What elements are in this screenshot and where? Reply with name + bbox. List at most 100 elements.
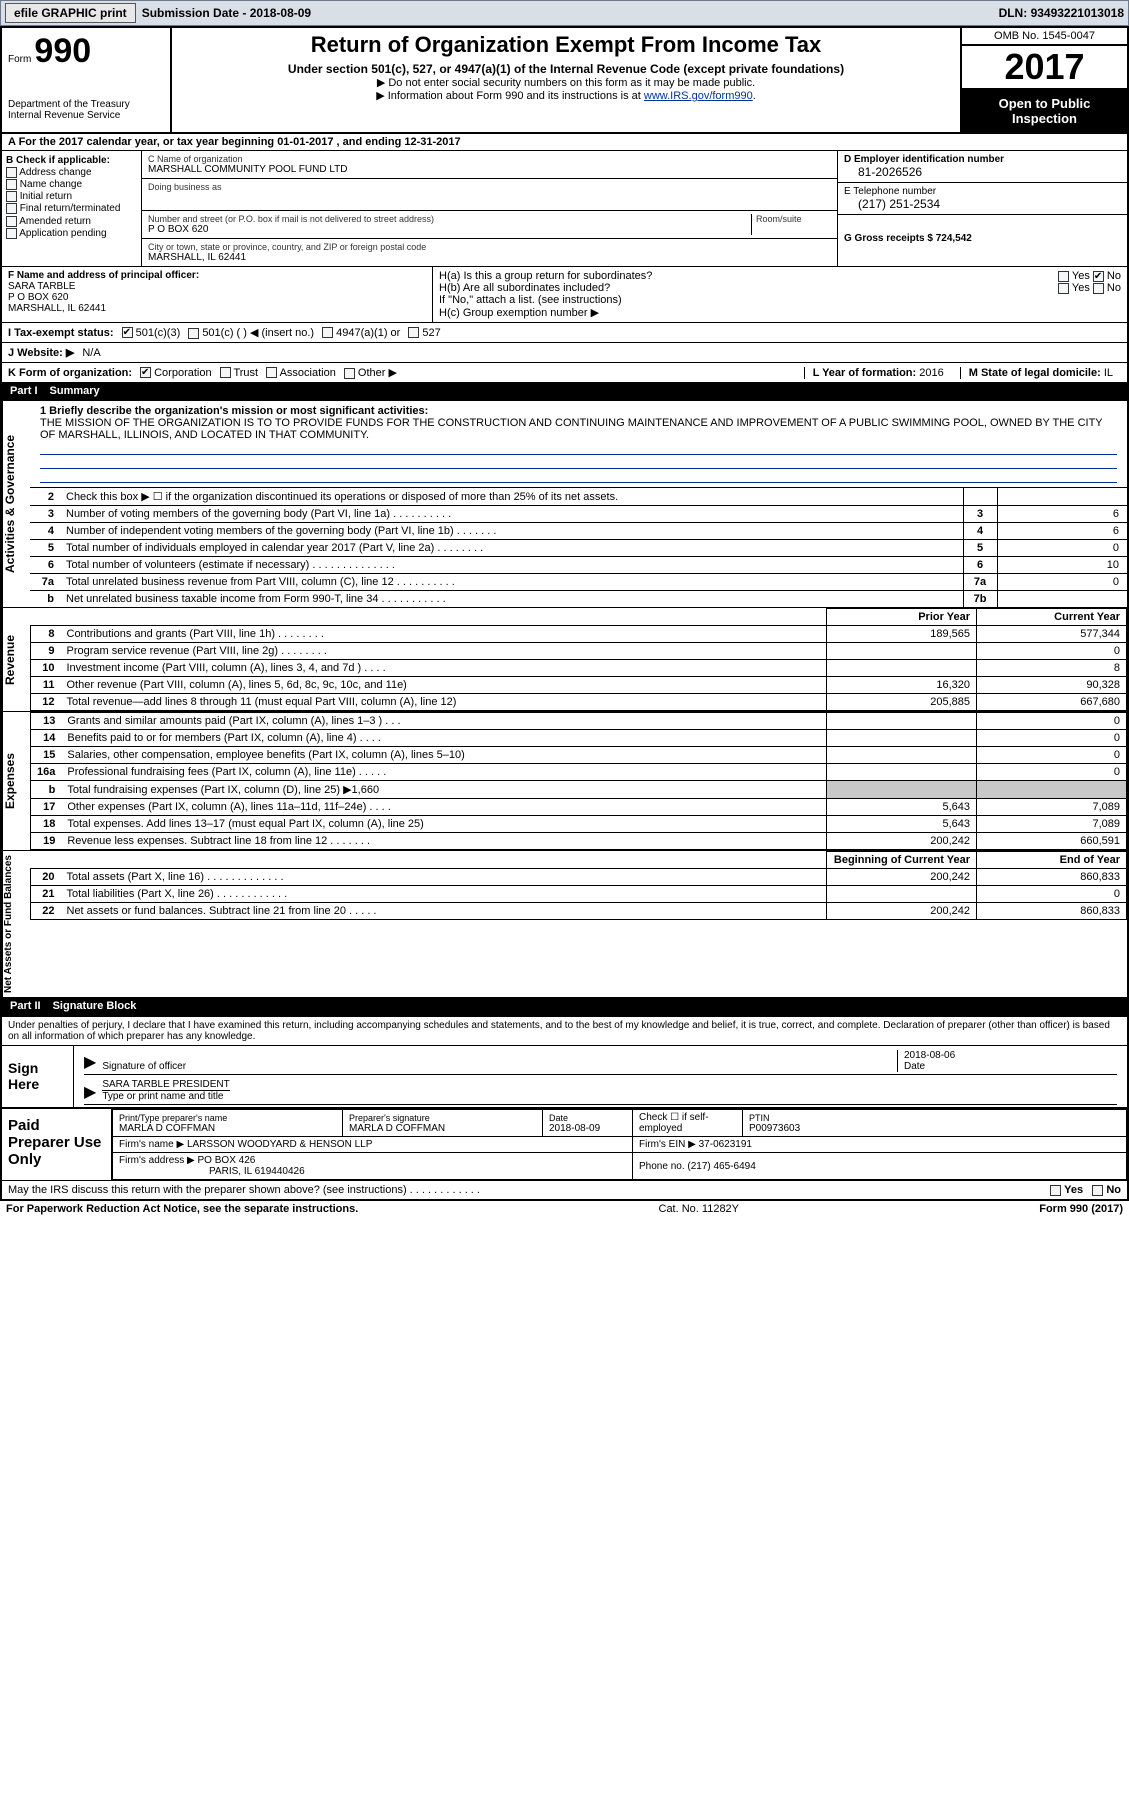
netassets-table: Beginning of Current YearEnd of Year20To… <box>30 851 1127 920</box>
side-tab-expenses: Expenses <box>2 712 30 850</box>
mission-block: 1 Briefly describe the organization's mi… <box>30 401 1127 487</box>
telephone: (217) 251-2534 <box>844 197 1121 211</box>
chk-initial-return[interactable]: Initial return <box>6 191 137 202</box>
side-tab-netassets: Net Assets or Fund Balances <box>2 851 30 997</box>
form-title: Return of Organization Exempt From Incom… <box>180 32 952 58</box>
chk-trust[interactable]: Trust <box>220 367 259 379</box>
page-footer: For Paperwork Reduction Act Notice, see … <box>0 1201 1129 1217</box>
chk-address-change[interactable]: Address change <box>6 167 137 178</box>
chk-amended[interactable]: Amended return <box>6 216 137 227</box>
chk-application-pending[interactable]: Application pending <box>6 228 137 239</box>
hc-label: H(c) Group exemption number ▶ <box>439 306 1121 319</box>
org-name: MARSHALL COMMUNITY POOL FUND LTD <box>148 164 831 175</box>
ptin: P00973603 <box>749 1123 1120 1134</box>
form-990-page: Form 990 Department of the Treasury Inte… <box>0 26 1129 1201</box>
signature-block: Under penalties of perjury, I declare th… <box>2 1015 1127 1107</box>
chk-name-change[interactable]: Name change <box>6 179 137 190</box>
side-tab-revenue: Revenue <box>2 608 30 711</box>
firm-name: LARSSON WOODYARD & HENSON LLP <box>187 1139 372 1150</box>
city: MARSHALL, IL 62441 <box>148 252 831 263</box>
firm-phone: (217) 465-6494 <box>687 1161 755 1172</box>
activities-governance: Activities & Governance 1 Briefly descri… <box>2 400 1127 607</box>
expenses-table: 13Grants and similar amounts paid (Part … <box>30 712 1127 850</box>
street: P O BOX 620 <box>148 224 751 235</box>
col-b-checkboxes: B Check if applicable: Address change Na… <box>2 151 142 266</box>
hb-label: H(b) Are all subordinates included? <box>439 282 610 294</box>
form-label: Form <box>8 54 31 65</box>
expenses-section: Expenses 13Grants and similar amounts pa… <box>2 711 1127 850</box>
discuss-row: May the IRS discuss this return with the… <box>2 1180 1127 1199</box>
officer-name-label: Type or print name and title <box>102 1091 229 1102</box>
preparer-date: 2018-08-09 <box>549 1123 626 1134</box>
officer-sig-label: Signature of officer <box>102 1061 186 1072</box>
chk-corp[interactable]: Corporation <box>140 367 212 379</box>
row-k-form-org: K Form of organization: Corporation Trus… <box>2 362 1127 382</box>
open-to-public: Open to Public Inspection <box>962 90 1127 132</box>
governance-table: 2Check this box ▶ ☐ if the organization … <box>30 487 1127 607</box>
sig-declaration: Under penalties of perjury, I declare th… <box>2 1017 1127 1045</box>
b-label: B Check if applicable: <box>6 155 137 166</box>
firm-city: PARIS, IL 619440426 <box>119 1166 305 1177</box>
form-header: Form 990 Department of the Treasury Inte… <box>2 28 1127 132</box>
row-fh: F Name and address of principal officer:… <box>2 266 1127 322</box>
col-c-org: C Name of organization MARSHALL COMMUNIT… <box>142 151 837 266</box>
arrow-icon: ▶ <box>84 1082 96 1102</box>
form-ref: Form 990 (2017) <box>1039 1203 1123 1215</box>
row-a-calendar: A For the 2017 calendar year, or tax yea… <box>2 132 1127 150</box>
submission-label: Submission Date - 2018-08-09 <box>142 6 311 20</box>
chk-assoc[interactable]: Association <box>266 367 336 379</box>
section-bcd: B Check if applicable: Address change Na… <box>2 150 1127 266</box>
form-number: 990 <box>34 32 91 70</box>
street-label: Number and street (or P.O. box if mail i… <box>148 214 751 224</box>
part-1-header: Part I Summary <box>2 382 1127 400</box>
state-domicile: M State of legal domicile: IL <box>960 367 1121 379</box>
header-left: Form 990 Department of the Treasury Inte… <box>2 28 172 132</box>
irs-link[interactable]: www.IRS.gov/form990 <box>644 90 753 102</box>
chk-527[interactable]: 527 <box>408 327 440 339</box>
city-label: City or town, state or province, country… <box>148 242 831 252</box>
preparer-name: MARLA D COFFMAN <box>119 1123 336 1134</box>
header-mid: Return of Organization Exempt From Incom… <box>172 28 962 132</box>
efile-topbar: efile GRAPHIC print Submission Date - 20… <box>0 0 1129 26</box>
cat-no: Cat. No. 11282Y <box>659 1203 740 1215</box>
dept-treasury: Department of the Treasury Internal Reve… <box>8 99 164 121</box>
omb-number: OMB No. 1545-0047 <box>962 28 1127 46</box>
efile-print-btn[interactable]: efile GRAPHIC print <box>5 3 136 23</box>
preparer-sig: MARLA D COFFMAN <box>349 1123 536 1134</box>
form-subtitle: Under section 501(c), 527, or 4947(a)(1)… <box>180 62 952 76</box>
year-formation: L Year of formation: 2016 <box>804 367 952 379</box>
paperwork-notice: For Paperwork Reduction Act Notice, see … <box>6 1203 358 1215</box>
col-d-ein: D Employer identification number 81-2026… <box>837 151 1127 266</box>
row-i-tax-exempt: I Tax-exempt status: 501(c)(3) 501(c) ( … <box>2 322 1127 342</box>
ein: 81-2026526 <box>844 165 1121 179</box>
chk-501c3[interactable]: 501(c)(3) <box>122 327 181 339</box>
self-employed-check[interactable]: Check ☐ if self-employed <box>633 1110 743 1137</box>
h-note: If "No," attach a list. (see instruction… <box>439 294 1121 306</box>
firm-addr: PO BOX 426 <box>198 1155 256 1166</box>
principal-officer: F Name and address of principal officer:… <box>2 267 432 322</box>
side-tab-governance: Activities & Governance <box>2 401 30 607</box>
sig-date: 2018-08-06 <box>904 1050 955 1061</box>
paid-preparer-label: Paid Preparer Use Only <box>2 1109 112 1180</box>
form-notes: ▶ Do not enter social security numbers o… <box>180 76 952 102</box>
group-return: H(a) Is this a group return for subordin… <box>432 267 1127 322</box>
chk-4947[interactable]: 4947(a)(1) or <box>322 327 400 339</box>
website: N/A <box>82 347 100 359</box>
revenue-section: Revenue Prior YearCurrent Year8Contribut… <box>2 607 1127 711</box>
revenue-table: Prior YearCurrent Year8Contributions and… <box>30 608 1127 711</box>
room-label: Room/suite <box>756 214 831 224</box>
preparer-block: Paid Preparer Use Only Print/Type prepar… <box>2 1107 1127 1180</box>
officer-name: SARA TARBLE PRESIDENT <box>102 1079 229 1091</box>
gross-receipts: G Gross receipts $ 724,542 <box>844 233 972 244</box>
ein-label: D Employer identification number <box>844 154 1121 165</box>
row-j-website: J Website: ▶ N/A <box>2 342 1127 362</box>
chk-other[interactable]: Other ▶ <box>344 366 397 379</box>
arrow-icon: ▶ <box>84 1052 96 1072</box>
netassets-section: Net Assets or Fund Balances Beginning of… <box>2 850 1127 997</box>
chk-501c[interactable]: 501(c) ( ) ◀ (insert no.) <box>188 326 314 339</box>
sign-here: Sign Here <box>2 1046 74 1107</box>
part-2-header: Part II Signature Block <box>2 997 1127 1015</box>
chk-final-return[interactable]: Final return/terminated <box>6 203 137 214</box>
firm-ein: 37-0623191 <box>699 1139 752 1150</box>
dba-label: Doing business as <box>148 182 831 192</box>
